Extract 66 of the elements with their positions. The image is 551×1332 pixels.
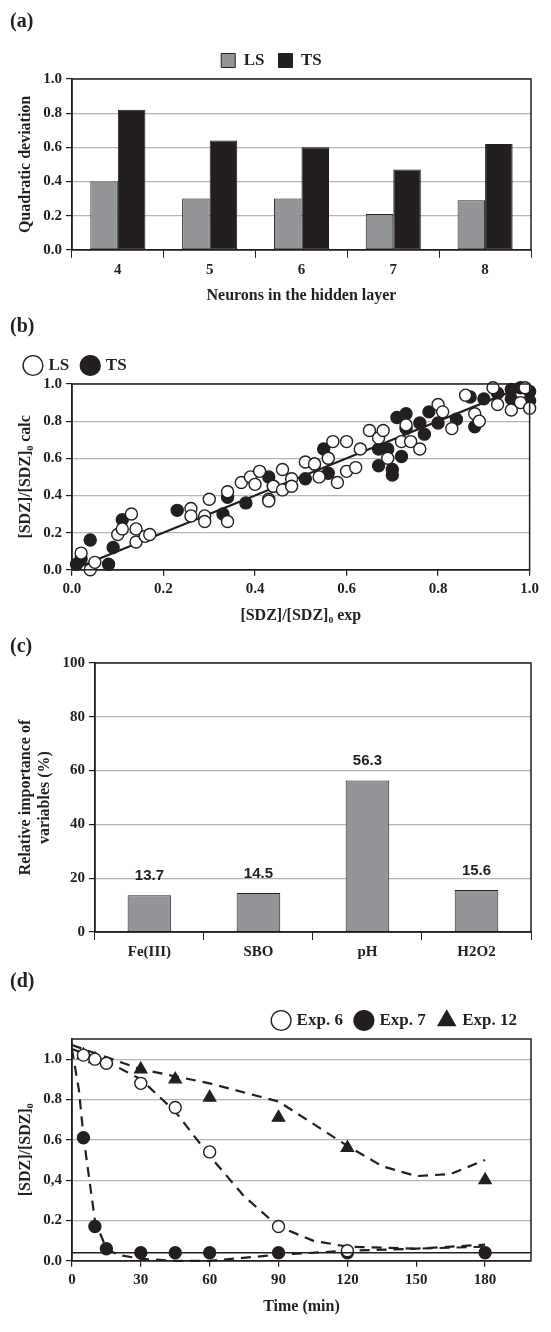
- y-tick-label: 0.4: [43, 486, 63, 503]
- y-tick-label: 0.6: [43, 138, 63, 155]
- x-tick-label: Fe(III): [127, 942, 172, 960]
- data-label: 56.3: [352, 751, 383, 769]
- x-tick-label: SBO: [243, 942, 274, 959]
- x-tick-label: 0.4: [245, 579, 265, 596]
- data-label: 15.6: [461, 860, 492, 878]
- x-tick-label: 0.8: [428, 579, 448, 596]
- text: (d): [10, 969, 35, 993]
- y-tick-label: 0.6: [43, 1130, 63, 1147]
- y-tick-label: 100: [62, 653, 85, 670]
- y-tick-label: 0.0: [43, 1251, 62, 1268]
- y-axis-title: [SDZ]/[SDZ]₀: [15, 1103, 33, 1197]
- y-tick-label: 1.0: [43, 69, 62, 86]
- y-tick-label: 0.6: [43, 449, 63, 466]
- x-tick-label: 7: [389, 260, 398, 277]
- x-tick-label: 1.0: [520, 579, 539, 596]
- x-tick-label: 150: [404, 1270, 428, 1287]
- text: (b): [10, 314, 35, 338]
- legend-label: TS: [301, 49, 322, 69]
- y-tick-label: 40: [69, 815, 85, 832]
- y-axis-title: Quadratic deviation: [15, 95, 33, 234]
- y-tick-label: 0.8: [43, 412, 62, 429]
- x-tick-label: 4: [114, 260, 123, 277]
- x-tick-label: 0.2: [154, 579, 173, 596]
- y-tick-label: 0.0: [43, 560, 62, 577]
- y-tick-label: 0.4: [43, 172, 63, 189]
- y-tick-label: 80: [69, 707, 85, 724]
- y-tick-label: 0.8: [43, 104, 62, 121]
- x-tick-label: 6: [297, 260, 306, 277]
- text: (a): [10, 9, 34, 33]
- y-tick-label: 0.2: [43, 523, 62, 540]
- data-label: 14.5: [243, 863, 274, 881]
- y-tick-label: 0.2: [43, 206, 62, 223]
- text: (c): [10, 634, 33, 658]
- x-tick-label: 8: [481, 260, 489, 277]
- x-tick-label: H2O2: [457, 942, 496, 959]
- x-tick-label: 60: [202, 1270, 218, 1287]
- x-tick-label: pH: [357, 942, 378, 959]
- x-tick-label: 30: [133, 1270, 149, 1287]
- x-tick-label: 0.6: [337, 579, 357, 596]
- x-tick-label: 90: [271, 1270, 287, 1287]
- legend-label: Exp. 7: [379, 1009, 427, 1029]
- legend-label: TS: [105, 354, 127, 374]
- legend-label: LS: [48, 354, 70, 374]
- x-axis-title: Neurons in the hidden layer: [206, 285, 397, 304]
- legend-label: Exp. 6: [296, 1009, 343, 1029]
- x-axis-title: [SDZ]/[SDZ]₀ exp: [240, 605, 362, 624]
- y-tick-label: 1.0: [43, 1050, 62, 1067]
- y-tick-label: 0.8: [43, 1090, 62, 1107]
- x-tick-label: 5: [205, 260, 214, 277]
- y-axis-title: [SDZ]/[SDZ]₀ calc: [15, 415, 33, 539]
- data-label: 13.7: [134, 865, 165, 883]
- legend-label: Exp. 12: [462, 1009, 517, 1029]
- y-tick-label: 20: [69, 869, 85, 886]
- x-axis-title: Time (min): [263, 1296, 340, 1315]
- y-tick-label: 1.0: [43, 374, 62, 391]
- legend-label: LS: [243, 49, 265, 69]
- x-tick-label: 120: [336, 1270, 359, 1287]
- x-tick-label: 180: [473, 1270, 497, 1287]
- y-tick-label: 60: [69, 761, 85, 778]
- y-tick-label: 0,4: [43, 1171, 63, 1188]
- y-tick-label: 0.0: [43, 240, 62, 257]
- y-tick-label: 0.2: [43, 1211, 62, 1228]
- y-axis-title: Relative importance of variables (%): [15, 719, 53, 876]
- y-tick-label: 0: [77, 922, 85, 939]
